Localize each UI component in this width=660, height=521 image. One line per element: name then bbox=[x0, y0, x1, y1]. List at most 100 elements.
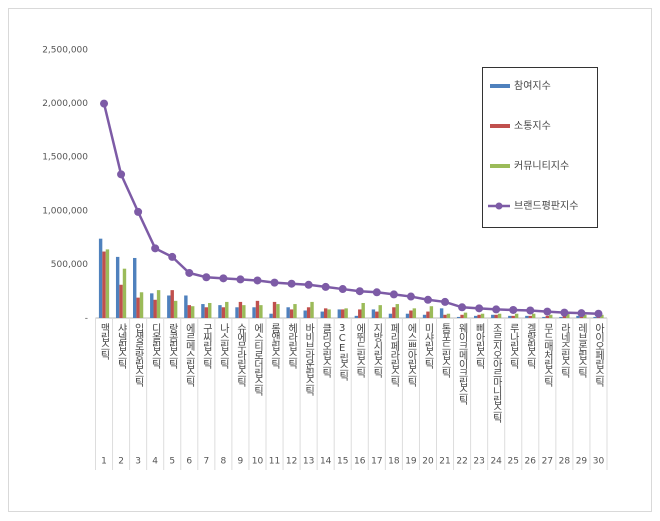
bar bbox=[139, 292, 144, 318]
bar bbox=[371, 309, 376, 318]
line-marker bbox=[372, 288, 381, 297]
rank-label: 13 bbox=[303, 457, 314, 467]
bar bbox=[286, 307, 290, 318]
bar bbox=[167, 295, 171, 318]
bar bbox=[238, 301, 243, 318]
bar bbox=[566, 313, 570, 318]
bar bbox=[409, 310, 413, 318]
bar bbox=[562, 315, 567, 318]
x-tick-label: 에뛰드립스틱 bbox=[354, 323, 366, 379]
rank-label: 22 bbox=[456, 457, 467, 467]
line-marker bbox=[236, 275, 245, 284]
bar bbox=[525, 315, 529, 318]
bar bbox=[255, 300, 260, 318]
bar bbox=[272, 301, 277, 318]
x-tick-label: 3CE립스틱 bbox=[337, 323, 349, 382]
bar bbox=[514, 313, 519, 318]
bar bbox=[531, 313, 536, 318]
line-marker bbox=[270, 278, 279, 287]
x-tick-label: 페리페라립스틱 bbox=[388, 323, 400, 388]
bar bbox=[477, 314, 481, 318]
bar bbox=[170, 290, 174, 318]
line-marker bbox=[219, 274, 228, 283]
x-tick-label: 겔랑립스틱 bbox=[524, 323, 536, 370]
x-tick-label: 샤넬립스틱 bbox=[115, 323, 127, 370]
bar bbox=[392, 307, 396, 318]
x-tick-label: 에르메스립스틱 bbox=[183, 323, 195, 388]
x-tick-label: 루나립스틱 bbox=[507, 323, 519, 370]
bar bbox=[173, 300, 178, 318]
rank-label: 7 bbox=[203, 457, 209, 467]
x-tick-label: 지방시립스틱 bbox=[371, 323, 383, 379]
rank-label: 12 bbox=[286, 457, 297, 467]
bar bbox=[252, 307, 256, 318]
bar bbox=[494, 314, 498, 318]
bar bbox=[218, 305, 222, 318]
line-marker bbox=[560, 308, 569, 317]
line-marker bbox=[423, 295, 432, 304]
line-marker bbox=[475, 304, 484, 313]
bar bbox=[341, 309, 345, 318]
line-marker bbox=[389, 290, 398, 299]
bar bbox=[293, 304, 297, 318]
x-tick-label: 클리오립스틱 bbox=[320, 323, 332, 379]
bar bbox=[235, 307, 239, 318]
x-tick-label: 무드매처립스틱 bbox=[541, 323, 553, 388]
bar bbox=[358, 309, 362, 318]
bar bbox=[105, 249, 110, 318]
line-marker bbox=[168, 252, 177, 261]
x-tick-label: 헤라립스틱 bbox=[286, 323, 298, 370]
bar bbox=[208, 302, 212, 318]
bar bbox=[600, 314, 604, 318]
rank-label: 1 bbox=[101, 457, 107, 467]
y-tick-label: - bbox=[85, 314, 88, 324]
line-marker bbox=[458, 303, 467, 312]
bar bbox=[187, 305, 191, 318]
x-tick-label: 롬앤립스틱 bbox=[269, 323, 281, 370]
legend-label: 브랜드평판지수 bbox=[514, 200, 578, 212]
bar bbox=[259, 305, 263, 318]
bar bbox=[545, 315, 550, 318]
bar bbox=[446, 313, 451, 318]
line-marker bbox=[526, 306, 535, 315]
bar bbox=[102, 251, 106, 318]
bar bbox=[593, 316, 597, 318]
rank-label: 21 bbox=[439, 457, 450, 467]
bar bbox=[576, 315, 580, 318]
x-tick-label: 에스티로더립스틱 bbox=[251, 323, 263, 397]
line-marker bbox=[304, 280, 313, 289]
bar bbox=[320, 311, 324, 318]
rank-label: 3 bbox=[135, 457, 141, 467]
bar bbox=[184, 295, 188, 318]
x-tick-label: 랑콤립스틱 bbox=[166, 323, 178, 370]
bar bbox=[242, 305, 246, 318]
bar bbox=[122, 268, 127, 318]
bar bbox=[460, 314, 464, 318]
bar bbox=[276, 304, 280, 318]
bar bbox=[136, 297, 140, 318]
bar bbox=[463, 312, 468, 318]
x-tick-label: 조르지오아르마니립스틱 bbox=[490, 323, 502, 424]
bar bbox=[310, 301, 314, 318]
rank-label: 23 bbox=[473, 457, 484, 467]
rank-label: 26 bbox=[525, 457, 537, 467]
rank-label: 27 bbox=[542, 457, 553, 467]
bar bbox=[156, 290, 161, 318]
bar bbox=[559, 316, 563, 318]
line-marker bbox=[151, 244, 160, 253]
bar bbox=[583, 314, 587, 318]
rank-label: 17 bbox=[371, 457, 382, 467]
bar bbox=[439, 308, 444, 318]
x-tick-label: 톰포드립스틱 bbox=[439, 323, 451, 379]
legend-label: 소통지수 bbox=[514, 120, 551, 132]
bar bbox=[289, 309, 294, 318]
bar bbox=[480, 313, 485, 318]
bar bbox=[542, 316, 546, 318]
bar bbox=[98, 238, 103, 318]
x-tick-label: 삐아립스틱 bbox=[473, 323, 485, 370]
x-tick-label: 에스쁘아립스틱 bbox=[405, 323, 417, 388]
bar bbox=[221, 307, 226, 318]
bar bbox=[119, 284, 123, 318]
line-marker bbox=[134, 207, 143, 216]
legend-label: 커뮤니티지수 bbox=[514, 160, 569, 172]
